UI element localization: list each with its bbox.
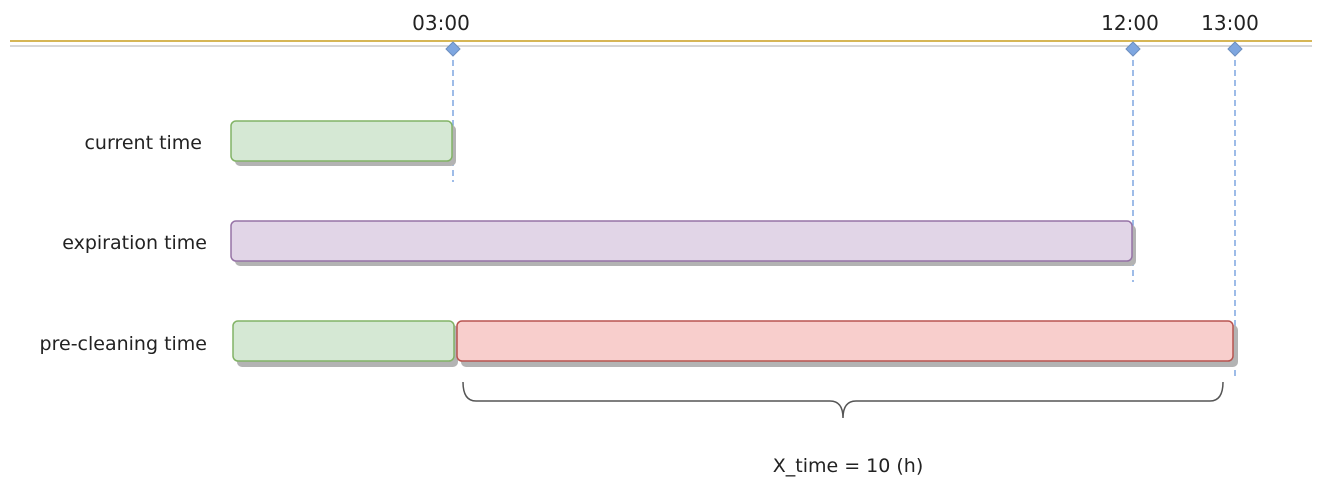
row-label-pre-cleaning-time: pre-cleaning time — [40, 333, 207, 355]
bar-current-time — [230, 120, 453, 162]
curly-brace — [462, 381, 1224, 419]
marker-diamond-1300 — [1227, 41, 1243, 57]
marker-diamond-0300 — [445, 41, 461, 57]
bar-expiration-time — [230, 220, 1133, 262]
marker-label-0300: 03:00 — [412, 11, 470, 35]
bar-pre-cleaning-elapsed — [232, 320, 455, 362]
x-time-annotation: X_time = 10 (h) — [773, 455, 924, 477]
row-label-expiration-time: expiration time — [62, 232, 207, 254]
marker-label-1200: 12:00 — [1101, 11, 1159, 35]
row-label-current-time: current time — [84, 132, 202, 154]
bar-pre-cleaning-remaining — [456, 320, 1234, 362]
marker-diamond-1200 — [1125, 41, 1141, 57]
marker-label-1300: 13:00 — [1201, 11, 1259, 35]
